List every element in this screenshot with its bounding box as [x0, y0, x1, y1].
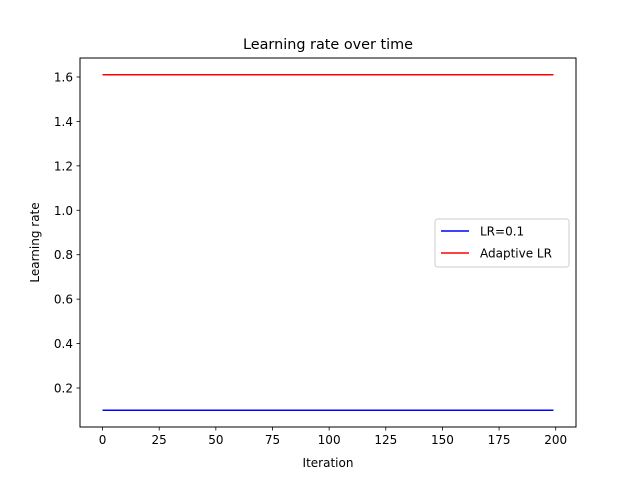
y-tick-label: 1.2: [54, 159, 73, 173]
y-tick-label: 0.4: [54, 337, 73, 351]
legend-label: LR=0.1: [480, 225, 524, 239]
chart-title: Learning rate over time: [243, 37, 413, 53]
x-tick-label: 125: [374, 433, 397, 447]
y-tick-label: 1.6: [54, 70, 73, 84]
x-tick-label: 100: [318, 433, 341, 447]
series-layer: [102, 74, 554, 411]
legend-label: Adaptive LR: [480, 247, 552, 261]
y-tick-label: 0.8: [54, 248, 73, 262]
legend: LR=0.1 Adaptive LR: [434, 218, 570, 268]
x-tick-label: 25: [152, 433, 167, 447]
x-tick-label: 200: [544, 433, 567, 447]
y-tick-label: 0.2: [54, 382, 73, 396]
y-axis-label: Learning rate: [28, 202, 42, 282]
y-tick-label: 0.6: [54, 293, 73, 307]
x-tick-label: 75: [265, 433, 280, 447]
y-axis: 0.2 0.4 0.6 0.8 1.0 1.2 1.4 1.6: [54, 70, 80, 396]
x-axis-label: Iteration: [303, 456, 354, 470]
plot-frame: [79, 57, 577, 428]
x-tick-label: 50: [208, 433, 223, 447]
x-tick-label: 150: [431, 433, 454, 447]
x-tick-label: 175: [488, 433, 511, 447]
y-tick-label: 1.4: [54, 115, 73, 129]
x-axis: 0 25 50 75 100 125 150 175 200: [99, 427, 567, 447]
y-tick-label: 1.0: [54, 204, 73, 218]
x-tick-label: 0: [99, 433, 107, 447]
